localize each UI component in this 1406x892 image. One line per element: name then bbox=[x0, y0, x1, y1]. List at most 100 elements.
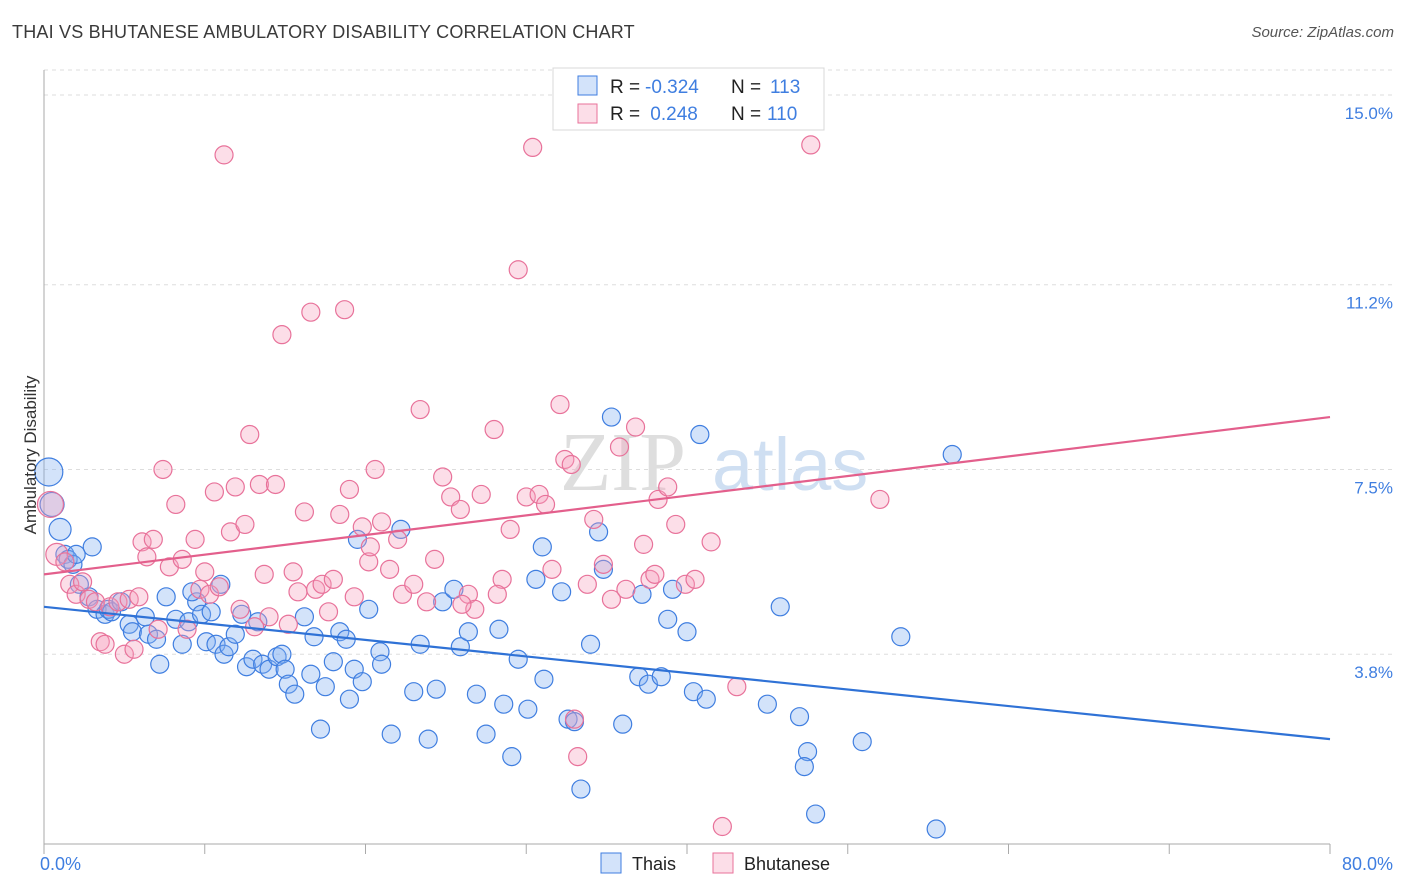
bhutanese-point-85 bbox=[568, 747, 588, 767]
thais-point-97 bbox=[797, 742, 818, 762]
bhutanese-point-81 bbox=[542, 559, 562, 579]
thais-point-19 bbox=[150, 654, 170, 674]
thais-point-75 bbox=[552, 582, 572, 602]
thais-point-64 bbox=[450, 637, 470, 657]
bhutanese-point-34 bbox=[230, 599, 250, 619]
bhutanese-point-55 bbox=[344, 587, 364, 607]
thais-point-102 bbox=[942, 444, 962, 465]
watermark: ZIP atlas bbox=[560, 416, 868, 509]
bhutanese-point-28 bbox=[199, 584, 220, 604]
thais-point-67 bbox=[476, 724, 496, 744]
legend-r-label-2: R = bbox=[610, 104, 640, 125]
bhutanese-point-59 bbox=[371, 512, 392, 532]
thais-point-47 bbox=[315, 677, 335, 697]
thais-point-71 bbox=[508, 649, 528, 669]
bhutanese-point-56 bbox=[352, 517, 372, 537]
source-label: Source: ZipAtlas.com bbox=[1251, 24, 1394, 41]
thais-point-57 bbox=[381, 724, 401, 744]
thais-point-81 bbox=[593, 559, 614, 579]
y-tick-label-2: 11.2% bbox=[1346, 294, 1393, 313]
thais-point-62 bbox=[426, 679, 446, 699]
bhutanese-point-12 bbox=[114, 644, 134, 664]
thais-point-92 bbox=[690, 424, 710, 445]
thais-point-74 bbox=[534, 669, 554, 689]
bhutanese-point-65 bbox=[416, 592, 437, 612]
x-tick-label-min: 0.0% bbox=[40, 854, 81, 874]
thais-point-101 bbox=[891, 627, 911, 647]
bhutanese-point-39 bbox=[254, 564, 274, 584]
bhutanese-point-41 bbox=[265, 474, 286, 495]
bhutanese-point-40 bbox=[259, 607, 279, 627]
bhutanese-point-5 bbox=[72, 572, 93, 592]
thais-point-87 bbox=[651, 667, 671, 687]
thais-point-56 bbox=[371, 654, 392, 674]
bhutanese-point-31 bbox=[214, 145, 234, 165]
bhutanese-point-4 bbox=[66, 584, 86, 604]
thais-point-44 bbox=[304, 627, 324, 647]
thais-point-98 bbox=[794, 756, 814, 777]
bhutanese-point-18 bbox=[143, 529, 163, 549]
thais-point-18 bbox=[146, 629, 167, 649]
bhutanese-point-72 bbox=[471, 484, 491, 505]
thais-point-88 bbox=[658, 609, 678, 629]
bhutanese-point-88 bbox=[593, 554, 614, 574]
legend-bottom-label-thais: Thais bbox=[632, 854, 676, 874]
bhutanese-point-49 bbox=[312, 574, 332, 594]
bhutanese-point-103 bbox=[801, 135, 821, 155]
legend-n-label-1: N = bbox=[731, 77, 761, 98]
thais-point-82 bbox=[601, 407, 622, 427]
bhutanese-point-69 bbox=[450, 499, 470, 520]
bhutanese-point-91 bbox=[616, 579, 636, 599]
bhutanese-point-99 bbox=[685, 569, 705, 589]
thais-point-63 bbox=[433, 592, 453, 612]
thais-point-59 bbox=[404, 682, 424, 702]
thais-point-108 bbox=[444, 579, 464, 599]
x-tick-label-max: 80.0% bbox=[1342, 854, 1393, 874]
bhutanese-point-53 bbox=[335, 300, 355, 320]
bhutanese-point-104 bbox=[870, 489, 890, 510]
bhutanese-point-93 bbox=[633, 534, 654, 554]
thais-point-39 bbox=[272, 644, 292, 664]
bhutanese-point-30 bbox=[209, 577, 229, 597]
bhutanese-point-78 bbox=[523, 137, 543, 157]
thais-point-96 bbox=[789, 707, 810, 727]
watermark-atlas: atlas bbox=[712, 423, 868, 506]
bhutanese-point-58 bbox=[365, 459, 385, 480]
chart-title: THAI VS BHUTANESE AMBULATORY DISABILITY … bbox=[12, 22, 635, 42]
bhutanese-point-60 bbox=[380, 559, 400, 579]
bhutanese-point-42 bbox=[272, 325, 292, 345]
bhutanese-point-25 bbox=[185, 529, 205, 549]
thais-point-61 bbox=[418, 729, 438, 749]
legend-bottom-swatch-bhutanese bbox=[712, 852, 734, 874]
legend-top: R = -0.324 N = 113 R = 0.248 N = 110 bbox=[552, 67, 825, 131]
thais-point-53 bbox=[339, 689, 360, 709]
bhutanese-point-15 bbox=[129, 587, 149, 607]
axes bbox=[43, 70, 1331, 854]
thais-point-54 bbox=[359, 599, 379, 619]
bhutanese-point-79 bbox=[529, 484, 549, 505]
bhutanese-point-52 bbox=[330, 504, 350, 525]
bhutanese-point-98 bbox=[675, 574, 695, 594]
bhutanese-point-48 bbox=[306, 579, 326, 599]
legend-n-label-2: N = bbox=[731, 104, 761, 125]
thais-point-20 bbox=[156, 587, 176, 607]
bhutanese-point-44 bbox=[283, 562, 303, 582]
bhutanese-point-20 bbox=[153, 459, 173, 480]
thais-point-30 bbox=[219, 637, 239, 657]
bhutanese-point-51 bbox=[323, 569, 343, 589]
thais-point-80 bbox=[588, 522, 609, 542]
bhutanese-point-47 bbox=[301, 302, 321, 322]
thais-point-65 bbox=[458, 622, 478, 642]
thais-point-89 bbox=[662, 579, 683, 599]
bhutanese-point-83 bbox=[555, 449, 575, 470]
thais-point-31 bbox=[225, 624, 245, 644]
thais-point-100 bbox=[852, 732, 872, 752]
y-tick-label-0: 3.8% bbox=[1354, 663, 1393, 682]
legend-swatch-thais bbox=[577, 75, 598, 96]
thais-point-40 bbox=[275, 659, 295, 679]
data-points bbox=[34, 135, 962, 839]
thais-point-78 bbox=[571, 779, 591, 799]
bhutanese-point-76 bbox=[508, 260, 528, 280]
bhutanese-point-73 bbox=[484, 419, 504, 440]
